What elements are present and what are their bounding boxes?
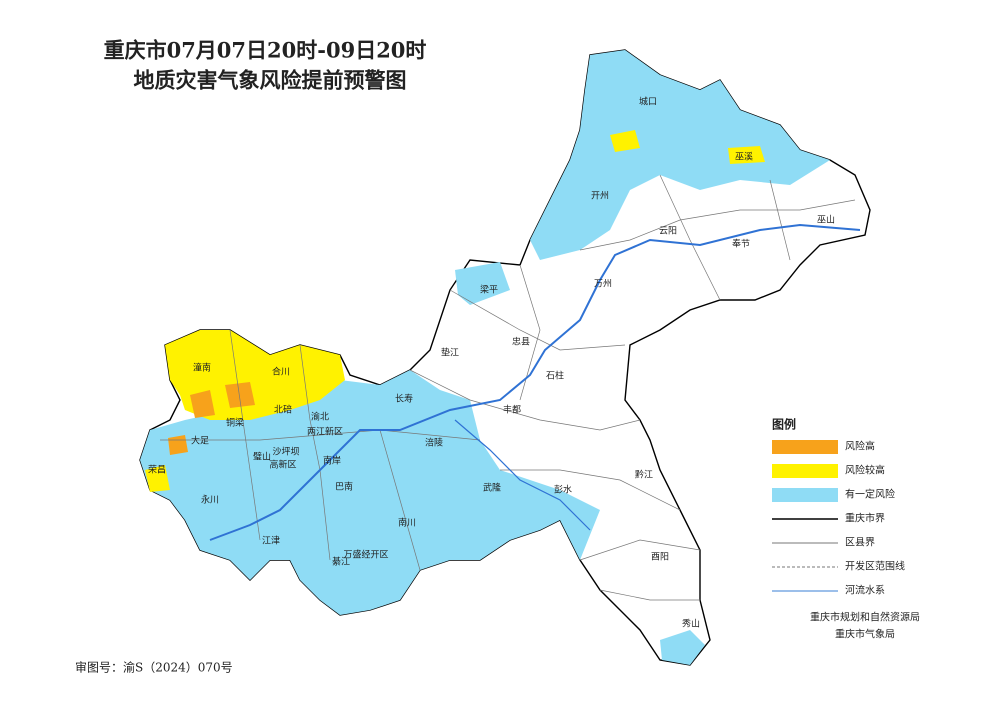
district-label: 酉阳	[651, 552, 669, 563]
legend-swatch	[772, 464, 838, 478]
legend-label: 开发区范围线	[845, 560, 905, 573]
district-label: 武隆	[483, 482, 501, 494]
risk-area-blue-ne	[530, 50, 830, 260]
district-label: 铜梁	[226, 417, 244, 429]
district-label: 大足	[191, 435, 209, 447]
district-border	[579, 539, 701, 561]
district-label: 北碚	[274, 404, 292, 416]
risk-area-orange	[190, 390, 215, 418]
district-border	[449, 289, 626, 351]
legend-label: 河流水系	[845, 584, 885, 597]
district-label: 忠县	[512, 337, 530, 348]
district-label: 丰都	[503, 404, 521, 416]
risk-area-orange-2	[225, 382, 255, 408]
district-label: 万盛经开区	[343, 549, 388, 561]
district-label: 奉节	[732, 238, 750, 250]
risk-area-blue-xs	[660, 630, 705, 665]
credit: 重庆市气象局	[835, 628, 895, 641]
district-border	[659, 174, 721, 301]
district-label: 开州	[591, 191, 609, 202]
title-line-2: 地质灾害气象风险提前预警图	[134, 68, 407, 93]
district-label: 高新区	[269, 459, 296, 471]
district-label: 城口	[639, 97, 657, 108]
district-label: 石柱	[546, 370, 564, 382]
district-label: 黔江	[635, 469, 653, 481]
legend-label: 风险较高	[845, 464, 885, 477]
district-border	[579, 199, 856, 251]
district-label: 南岸	[323, 455, 341, 467]
district-label: 巴南	[335, 481, 353, 493]
district-label: 两江新区	[307, 426, 343, 438]
title-line-1: 重庆市07月07日20时-09日20时	[104, 38, 427, 63]
risk-area-orange-3	[168, 435, 188, 455]
review-number: 审图号：渝S（2024）070号	[75, 660, 233, 675]
risk-area-yellow-3	[728, 146, 765, 164]
river	[209, 223, 861, 541]
district-label: 云阳	[659, 226, 677, 237]
district-border	[160, 429, 481, 441]
district-label: 万州	[594, 279, 612, 290]
district-border	[599, 589, 700, 601]
district-border	[500, 469, 681, 511]
district-label: 长寿	[395, 393, 413, 405]
legend-swatch	[772, 440, 838, 454]
district-label: 秀山	[682, 618, 700, 630]
legend-title: 图例	[772, 417, 796, 432]
district-label: 江津	[262, 536, 280, 547]
risk-area-blue	[140, 370, 600, 615]
district-label: 璧山	[253, 451, 271, 463]
district-label: 涪陵	[425, 437, 443, 449]
district-border	[229, 329, 261, 541]
district-borders	[160, 174, 856, 601]
district-label: 荣昌	[148, 464, 166, 476]
district-label: 潼南	[193, 362, 211, 374]
risk-area-yellow-4	[145, 465, 170, 492]
district-label: 垫江	[441, 347, 459, 359]
legend-label: 风险高	[845, 440, 875, 453]
risk-area-blue-lp	[455, 262, 510, 305]
credit: 重庆市规划和自然资源局	[810, 611, 920, 624]
district-label: 南川	[398, 517, 416, 529]
legend-label: 有一定风险	[845, 488, 895, 501]
map	[139, 49, 871, 666]
district-label: 永川	[201, 494, 219, 506]
district-label: 巫溪	[735, 151, 753, 163]
district-label: 彭水	[554, 484, 572, 496]
legend-label: 区县界	[845, 537, 875, 549]
district-label: 綦江	[332, 556, 350, 568]
district-border	[409, 369, 641, 431]
river	[454, 419, 591, 531]
district-label: 合川	[272, 366, 290, 378]
district-border	[769, 179, 791, 261]
district-label: 巫山	[817, 215, 835, 226]
district-label: 沙坪坝	[272, 447, 299, 458]
risk-area-yellow-2	[610, 130, 640, 152]
district-label: 渝北	[311, 411, 329, 423]
district-border	[299, 344, 331, 561]
legend-swatch	[772, 488, 838, 502]
district-border	[379, 429, 421, 571]
legend-label: 重庆市界	[845, 512, 885, 525]
district-label: 梁平	[480, 284, 498, 296]
